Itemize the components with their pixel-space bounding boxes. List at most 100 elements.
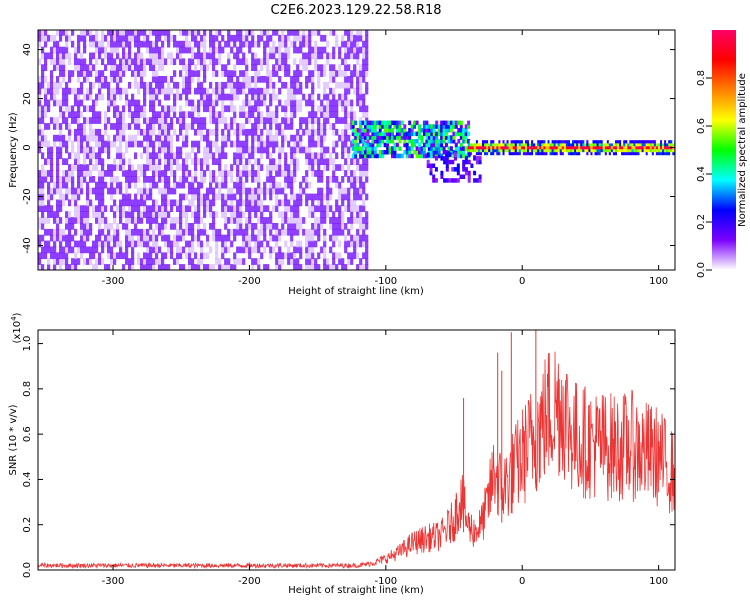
spectrogram-cell	[227, 258, 231, 265]
spectrogram-cell	[299, 240, 303, 248]
spectrogram-cell	[98, 158, 102, 165]
spectrogram-cell	[215, 146, 219, 154]
spectrogram-cell	[116, 117, 120, 124]
spectrogram-cell	[86, 87, 90, 95]
spectrogram-cell	[83, 217, 87, 224]
spectrogram-cell	[359, 135, 363, 140]
spectrogram-cell	[641, 152, 645, 156]
spectrogram-cell	[131, 58, 135, 66]
spectrogram-cell	[149, 252, 153, 260]
spectrogram-cell	[496, 146, 499, 150]
spectrogram-cell	[527, 146, 530, 150]
spectrogram-cell	[110, 223, 114, 230]
spectrogram-cell	[164, 193, 168, 201]
spectrogram-cell	[617, 149, 620, 153]
spectrogram-cell	[113, 40, 117, 48]
spectrogram-cell	[314, 223, 318, 230]
spectrogram-cell	[254, 70, 258, 77]
spectrogram-cell	[77, 117, 81, 124]
spectrogram-cell	[311, 211, 315, 218]
spectrogram-cell	[260, 58, 264, 66]
spectrogram-cell	[533, 149, 536, 153]
spectrogram-cell	[119, 181, 123, 189]
spectrogram-cell	[296, 223, 300, 230]
spectrogram-cell	[299, 46, 303, 54]
spectrogram-cell	[422, 131, 426, 137]
spectrogram-cell	[612, 149, 616, 153]
spectrogram-cell	[350, 234, 354, 242]
spectrogram-cell	[56, 234, 60, 242]
spectrogram-cell	[77, 170, 81, 177]
spectrogram-cell	[86, 223, 90, 230]
spectrogram-cell	[594, 152, 597, 156]
spectrogram-cell	[445, 131, 448, 137]
spectrogram-cell	[619, 143, 622, 147]
spectrogram-cell	[62, 111, 66, 118]
spectrogram-cell	[299, 70, 303, 77]
spectrogram-cell	[257, 158, 261, 165]
spectrogram-cell	[38, 170, 42, 177]
spectrogram-cell	[137, 240, 141, 248]
spectrogram-cell	[582, 146, 585, 150]
spectrogram-cell	[430, 131, 434, 137]
spectrogram-cell	[320, 105, 324, 113]
spectrogram-cell	[287, 176, 291, 183]
spectrogram-cell	[293, 140, 297, 148]
spectrogram-cell	[140, 193, 144, 201]
spectrogram-cell	[320, 193, 324, 201]
spectrogram-cell	[621, 146, 624, 150]
spectrogram-cell	[206, 134, 210, 142]
spectrogram-cell	[230, 187, 234, 195]
spectrogram-cell	[627, 149, 630, 153]
spectrogram-cell	[179, 117, 183, 124]
spectrogram-cell	[427, 131, 431, 137]
spectrogram-cell	[227, 187, 231, 195]
spectrogram-cell	[457, 131, 461, 137]
spectrogram-cell	[158, 81, 162, 89]
spectrogram-cell	[366, 153, 370, 159]
spectrogram-cell	[71, 217, 75, 224]
spectrogram-cell	[475, 178, 479, 183]
spectrogram-cell	[59, 46, 63, 54]
spectrogram-cell	[284, 176, 288, 183]
spectrogram-cell	[302, 34, 306, 42]
spectrogram-cell	[378, 124, 382, 129]
spectrogram-cell	[395, 142, 399, 148]
spectrogram-cell	[308, 128, 312, 136]
spectrogram-cell	[341, 217, 345, 224]
spectrogram-cell	[594, 140, 597, 144]
spectrogram-cell	[305, 52, 309, 60]
spectrogram-cell	[173, 199, 177, 207]
spectrogram-cell	[182, 181, 186, 189]
spectrogram-cell	[263, 205, 267, 212]
spectrogram-cell	[326, 52, 330, 60]
spectrogram-cell	[353, 117, 357, 124]
spectrogram-cell	[155, 152, 159, 160]
spectrogram-cell	[266, 164, 270, 171]
spectrogram-cell	[209, 46, 213, 54]
spectrogram-cell	[92, 152, 96, 160]
spectrogram-cell	[101, 76, 105, 83]
spectrogram-cell	[362, 217, 366, 224]
spectrogram-cell	[290, 217, 294, 224]
spectrogram-cell	[50, 117, 54, 124]
spectrogram-cell	[610, 152, 614, 156]
spectrogram-cell	[586, 143, 589, 147]
spectrogram-cell	[555, 146, 559, 150]
spectrogram-cell	[368, 150, 372, 155]
spectrogram-cell	[365, 223, 369, 230]
spectrogram-cell	[317, 152, 321, 160]
spectrogram-cell	[418, 150, 421, 155]
spectrogram-cell	[506, 146, 509, 150]
spectrogram-cell	[116, 128, 120, 136]
spectrogram-cell	[188, 40, 192, 48]
spectrogram-cell	[212, 46, 216, 54]
spectrogram-cell	[308, 117, 312, 124]
spectrogram-cell	[418, 146, 421, 151]
spectrogram-cell	[98, 152, 102, 160]
spectrogram-cell	[215, 246, 219, 254]
spectrogram-cell	[645, 143, 649, 147]
spectrogram-cell	[236, 140, 240, 148]
spectrogram-cell	[317, 93, 321, 101]
spectrogram-cell	[281, 134, 285, 142]
